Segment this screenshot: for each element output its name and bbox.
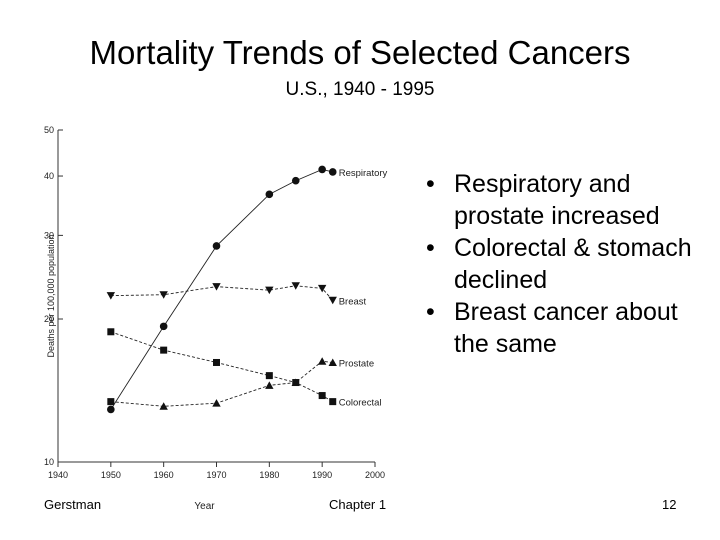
data-point: [159, 402, 168, 410]
footer-author: Gerstman: [44, 497, 102, 512]
x-tick-label: 1960: [154, 470, 174, 480]
data-point: [212, 283, 221, 291]
x-tick-label: 1950: [101, 470, 121, 480]
mortality-line-chart: 10 20 30 40 50 1940 1950 1960 1970 1980 1990 2000 Ye…: [44, 125, 388, 512]
y-axis-label: Deaths per 100,000 population: [46, 234, 56, 357]
y-tick-label: 50: [44, 125, 54, 135]
series-line: [110, 168, 333, 410]
x-tick-label: 1970: [206, 470, 226, 480]
data-point: [265, 381, 274, 389]
data-point: [318, 392, 326, 400]
series-label: Prostate: [339, 358, 374, 369]
bullet-item: Respiratory and prostate increased: [422, 168, 712, 232]
slide-subtitle: U.S., 1940 - 1995: [285, 79, 435, 100]
data-point: [265, 190, 274, 199]
data-point: [318, 165, 326, 174]
data-point: [212, 399, 221, 407]
data-point: [328, 168, 337, 176]
y-tick-label: 20: [44, 314, 54, 324]
slide-title: Mortality Trends of Selected Cancers: [89, 34, 631, 71]
data-point: [329, 398, 337, 406]
data-point: [317, 357, 327, 365]
data-point: [265, 372, 273, 380]
series-label: Colorectal: [339, 398, 382, 409]
footer-chapter: Chapter 1: [329, 497, 387, 512]
data-point: [213, 358, 220, 366]
bullet-item: Colorectal & stomach declined: [422, 232, 712, 296]
x-tick-label: 1980: [259, 470, 279, 480]
bullet-list: Respiratory and prostate increased Color…: [422, 168, 712, 360]
x-tick-label: 1990: [312, 470, 332, 480]
data-point: [159, 291, 168, 299]
data-point: [107, 398, 115, 406]
data-point: [107, 328, 115, 336]
data-point: [160, 346, 168, 354]
x-axis-label: Year: [194, 501, 215, 512]
x-tick-label: 2000: [365, 470, 385, 480]
data-point: [106, 292, 116, 300]
series-line: [110, 360, 333, 407]
series-line: [110, 331, 333, 403]
series-label: Breast: [339, 296, 367, 307]
x-tick-label: 1940: [48, 470, 68, 480]
y-tick-label: 10: [44, 457, 54, 467]
y-tick-label: 30: [44, 230, 54, 240]
data-point: [159, 322, 168, 331]
data-point: [317, 284, 327, 293]
series-label: Respiratory: [339, 168, 388, 179]
data-point: [328, 358, 337, 366]
data-point: [328, 296, 337, 305]
data-point: [292, 379, 300, 387]
bullet-item: Breast cancer about the same: [422, 296, 712, 360]
data-point: [107, 405, 115, 414]
data-point: [265, 286, 274, 295]
y-tick-label: 40: [44, 171, 54, 181]
series-line: [110, 285, 334, 301]
footer-page-number: 12: [662, 497, 677, 512]
data-point: [212, 242, 221, 250]
data-point: [291, 176, 300, 185]
data-point: [291, 282, 300, 290]
